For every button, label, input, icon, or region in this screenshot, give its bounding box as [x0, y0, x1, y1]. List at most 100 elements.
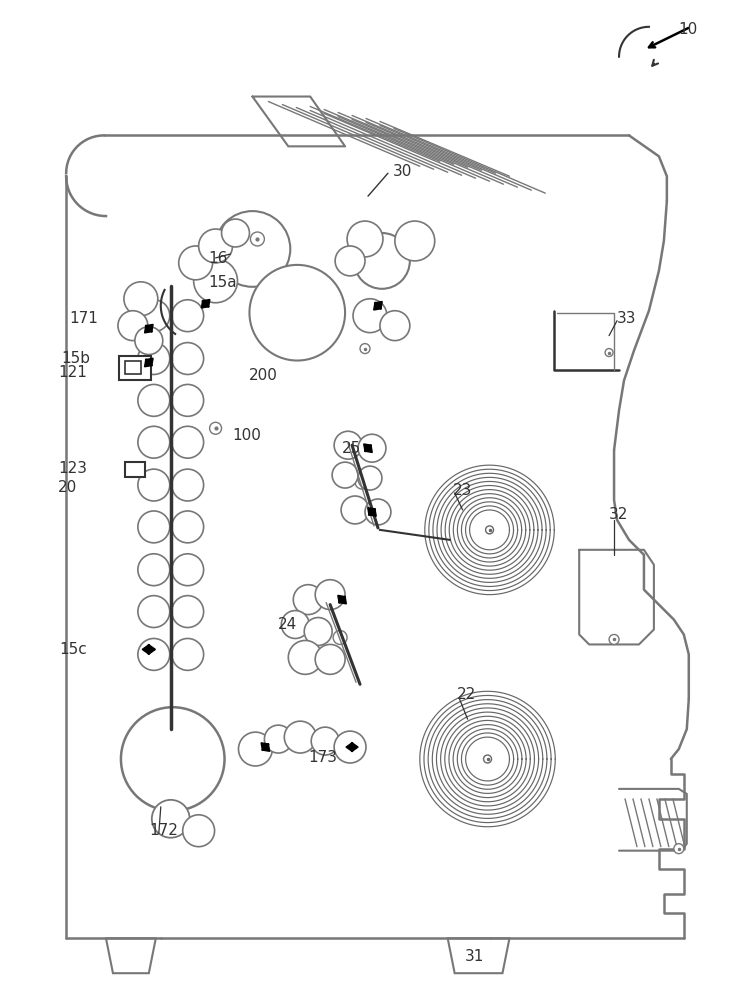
Circle shape — [333, 631, 347, 644]
Text: 171: 171 — [69, 311, 98, 326]
Circle shape — [138, 426, 170, 458]
Circle shape — [124, 282, 158, 316]
Text: 100: 100 — [232, 428, 262, 443]
Text: 15c: 15c — [59, 642, 87, 657]
Circle shape — [335, 246, 365, 276]
Circle shape — [304, 618, 332, 645]
Polygon shape — [145, 324, 153, 332]
Circle shape — [172, 343, 204, 374]
Bar — [125, 361, 141, 374]
Circle shape — [138, 511, 170, 543]
Circle shape — [605, 349, 613, 357]
Polygon shape — [144, 359, 152, 367]
Polygon shape — [374, 302, 382, 310]
Text: 16: 16 — [209, 251, 228, 266]
Circle shape — [358, 434, 386, 462]
Circle shape — [138, 638, 170, 670]
Polygon shape — [369, 508, 376, 516]
Circle shape — [135, 327, 163, 355]
Circle shape — [138, 343, 170, 374]
Circle shape — [172, 384, 204, 416]
Polygon shape — [346, 742, 353, 752]
Circle shape — [172, 554, 204, 586]
Circle shape — [221, 219, 249, 247]
Circle shape — [360, 344, 370, 354]
Polygon shape — [261, 743, 269, 751]
Polygon shape — [202, 300, 209, 308]
Circle shape — [293, 585, 323, 615]
Circle shape — [172, 469, 204, 501]
Polygon shape — [364, 445, 372, 452]
Text: 123: 123 — [58, 461, 87, 476]
Polygon shape — [262, 743, 270, 751]
Text: 31: 31 — [465, 949, 484, 964]
Text: 30: 30 — [393, 164, 412, 179]
Text: 10: 10 — [679, 22, 698, 37]
Text: 173: 173 — [308, 750, 337, 765]
Circle shape — [215, 211, 290, 287]
Text: 15a: 15a — [209, 275, 237, 290]
Polygon shape — [339, 596, 347, 604]
Circle shape — [265, 725, 292, 753]
Circle shape — [347, 221, 383, 257]
Circle shape — [210, 422, 221, 434]
Circle shape — [365, 499, 391, 525]
Circle shape — [341, 496, 369, 524]
Circle shape — [380, 311, 410, 341]
Circle shape — [284, 721, 316, 753]
Circle shape — [138, 554, 170, 586]
Text: 172: 172 — [149, 823, 177, 838]
Polygon shape — [338, 595, 346, 603]
Circle shape — [138, 596, 170, 628]
Text: 15b: 15b — [61, 351, 90, 366]
Circle shape — [288, 640, 323, 674]
Text: 25: 25 — [342, 441, 361, 456]
Circle shape — [609, 634, 619, 644]
Polygon shape — [144, 325, 152, 333]
Circle shape — [138, 469, 170, 501]
Circle shape — [332, 462, 358, 488]
Text: 32: 32 — [609, 507, 628, 522]
Circle shape — [281, 611, 309, 638]
Circle shape — [354, 233, 410, 289]
Circle shape — [121, 707, 224, 811]
Circle shape — [199, 229, 232, 263]
Circle shape — [172, 638, 204, 670]
Circle shape — [395, 221, 435, 261]
Circle shape — [334, 731, 366, 763]
Polygon shape — [368, 508, 375, 516]
Circle shape — [183, 815, 215, 847]
Circle shape — [238, 732, 273, 766]
Text: 24: 24 — [279, 617, 298, 632]
Polygon shape — [448, 938, 509, 973]
Bar — [125, 462, 145, 477]
Circle shape — [355, 475, 369, 489]
Polygon shape — [375, 301, 382, 309]
Circle shape — [315, 644, 345, 674]
Polygon shape — [364, 444, 372, 452]
Circle shape — [118, 311, 148, 341]
Text: 22: 22 — [457, 687, 476, 702]
Polygon shape — [145, 358, 153, 366]
Text: 33: 33 — [617, 311, 636, 326]
Polygon shape — [148, 644, 155, 654]
Circle shape — [251, 232, 265, 246]
Text: 23: 23 — [453, 483, 472, 498]
Circle shape — [194, 259, 237, 303]
Polygon shape — [142, 644, 150, 654]
Polygon shape — [202, 299, 210, 307]
Bar — [119, 356, 151, 380]
Circle shape — [315, 580, 345, 610]
Circle shape — [358, 466, 382, 490]
Circle shape — [674, 844, 684, 854]
Circle shape — [172, 596, 204, 628]
Circle shape — [138, 384, 170, 416]
Circle shape — [172, 300, 204, 332]
Circle shape — [484, 755, 492, 763]
Circle shape — [485, 526, 493, 534]
Circle shape — [138, 300, 170, 332]
Polygon shape — [106, 938, 156, 973]
Circle shape — [179, 246, 213, 280]
Circle shape — [353, 299, 387, 333]
Polygon shape — [352, 742, 358, 752]
